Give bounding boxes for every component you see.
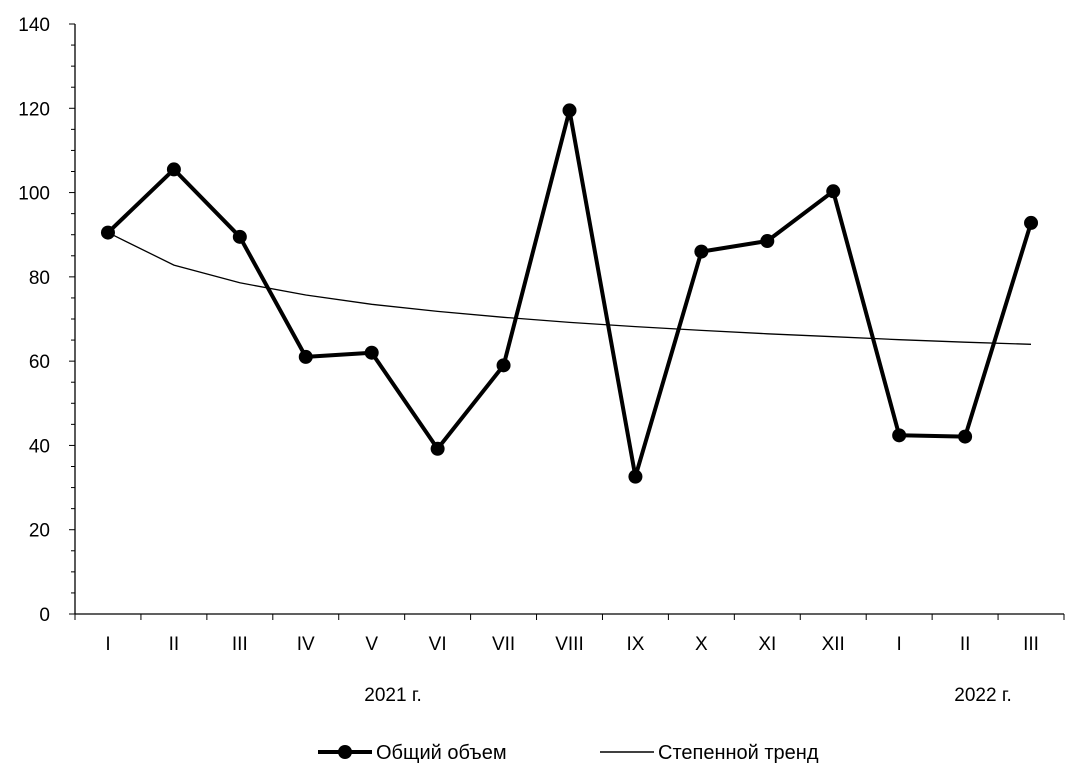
data-point: [166, 162, 181, 177]
trend-line: [107, 232, 1032, 345]
legend-label-series-2: Степенной тренд: [658, 742, 819, 764]
data-point: [562, 103, 577, 118]
data-point: [100, 225, 115, 240]
x-tick-label: II: [169, 634, 180, 655]
x-tick-label: V: [365, 634, 378, 655]
y-tick-label: 120: [18, 99, 50, 120]
x-tick-label: VI: [429, 634, 447, 655]
x-tick-label: VIII: [555, 634, 584, 655]
x-tick-label: III: [1023, 634, 1039, 655]
legend-marker-series-1: [338, 745, 352, 759]
data-point: [430, 441, 445, 456]
x-axis-ticks: I II III IV V VI VII VIII IX X XI XII I II III: [74, 614, 1065, 655]
legend-label-series-1: Общий объем: [376, 742, 507, 764]
series-layer: [100, 103, 1039, 484]
x-tick-label: XII: [822, 634, 845, 655]
data-point: [958, 429, 973, 444]
x-tick-label: I: [105, 634, 110, 655]
legend: Общий объем Степенной тренд: [318, 742, 819, 764]
year-label-2022: 2022 г.: [954, 685, 1011, 706]
data-point: [298, 349, 313, 364]
x-tick-label: X: [695, 634, 708, 655]
data-point: [694, 244, 709, 259]
trend-layer: [107, 232, 1032, 345]
y-tick-label: 60: [29, 352, 50, 373]
x-tick-label: IX: [626, 634, 644, 655]
x-tick-label: I: [897, 634, 902, 655]
y-tick-label: 140: [18, 15, 50, 36]
x-tick-label: VII: [492, 634, 515, 655]
data-point: [232, 229, 247, 244]
y-axis-ticks: 0 20 40 60 80 100 120 140: [18, 15, 75, 626]
data-point: [364, 345, 379, 360]
data-point: [826, 184, 841, 199]
data-point: [760, 234, 775, 249]
y-tick-label: 80: [29, 268, 50, 289]
legend-item-series-2: Степенной тренд: [600, 742, 819, 764]
y-tick-label: 40: [29, 436, 50, 457]
year-labels: 2021 г. 2022 г.: [364, 685, 1011, 706]
data-point: [628, 469, 643, 484]
data-point: [892, 428, 907, 443]
x-tick-label: XI: [758, 634, 776, 655]
data-point: [1024, 215, 1039, 230]
x-tick-label: III: [232, 634, 248, 655]
series-line: [106, 108, 1033, 479]
y-tick-label: 100: [18, 184, 50, 205]
x-tick-label: IV: [297, 634, 315, 655]
y-tick-label: 0: [39, 605, 50, 626]
year-label-2021: 2021 г.: [364, 685, 421, 706]
data-point: [496, 358, 511, 373]
y-tick-label: 20: [29, 521, 50, 542]
x-tick-label: II: [960, 634, 971, 655]
legend-item-series-1: Общий объем: [318, 742, 507, 764]
